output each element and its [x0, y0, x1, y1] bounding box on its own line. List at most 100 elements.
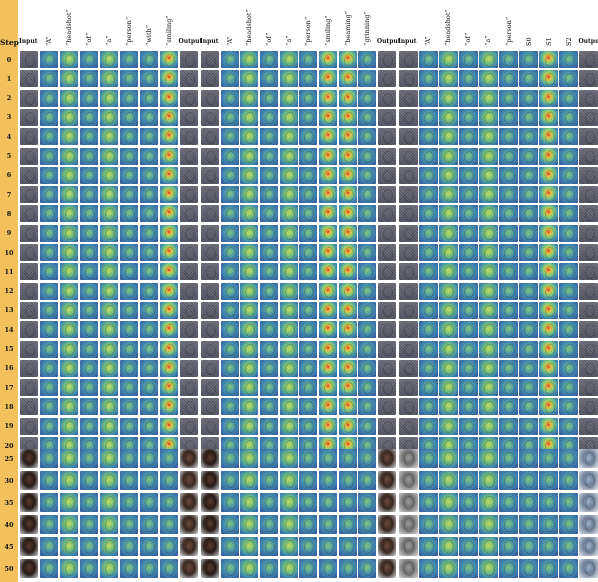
attention-map — [59, 166, 79, 184]
attention-map — [439, 471, 458, 490]
attention-map — [299, 379, 318, 397]
step-label: 15 — [4, 345, 14, 353]
attention-map — [39, 147, 59, 165]
attention-map — [240, 166, 259, 184]
attention-map — [39, 359, 59, 377]
attention-map — [419, 205, 438, 223]
attention-map — [519, 108, 538, 126]
attention-map — [159, 282, 179, 300]
attention-map — [338, 449, 357, 468]
attention-map — [79, 379, 99, 397]
attention-map — [39, 244, 59, 261]
step-label: 8 — [6, 209, 12, 218]
attention-map — [419, 166, 438, 184]
attention-map — [279, 515, 298, 534]
attention-map — [220, 147, 239, 165]
attention-map — [338, 417, 357, 435]
attention-map — [139, 244, 159, 261]
input-image — [399, 301, 418, 319]
attention-map — [139, 379, 159, 397]
output-image — [377, 559, 396, 578]
input-image — [201, 166, 220, 184]
attention-map — [358, 70, 377, 88]
output-image — [579, 224, 598, 242]
attention-map — [559, 166, 578, 184]
attention-map — [459, 398, 478, 416]
attention-map — [259, 398, 279, 416]
attention-map — [559, 359, 578, 377]
attention-map — [159, 301, 179, 319]
output-image — [579, 51, 598, 68]
attention-map — [499, 205, 518, 223]
attention-map — [318, 471, 338, 490]
attention-map — [79, 263, 99, 281]
input-image — [399, 186, 418, 204]
attention-map — [79, 537, 99, 556]
attention-map — [459, 244, 478, 261]
attention-map — [459, 340, 478, 358]
column-header: Input — [19, 38, 38, 45]
attention-map — [119, 537, 139, 556]
attention-map — [358, 244, 377, 261]
attention-map — [358, 186, 377, 204]
attention-map — [279, 224, 298, 242]
attention-map — [240, 205, 259, 223]
attention-map — [119, 321, 139, 339]
attention-map — [79, 321, 99, 339]
step-label: 35 — [4, 498, 14, 507]
attention-map — [559, 224, 578, 242]
attention-map — [559, 537, 578, 556]
input-image — [20, 398, 39, 416]
attention-map — [259, 263, 279, 281]
attention-map — [439, 108, 458, 126]
attention-map — [220, 108, 239, 126]
attention-map — [479, 379, 498, 397]
attention-map — [59, 471, 79, 490]
attention-map — [259, 340, 279, 358]
attention-map — [358, 359, 377, 377]
attention-map — [358, 398, 377, 416]
attention-map — [539, 282, 558, 300]
attention-map — [358, 108, 377, 126]
attention-map — [499, 224, 518, 242]
input-image — [399, 244, 418, 261]
attention-map — [220, 379, 239, 397]
output-image — [179, 417, 198, 435]
attention-map — [99, 537, 119, 556]
attention-map — [459, 559, 478, 578]
attention-map — [338, 359, 357, 377]
attention-map — [159, 321, 179, 339]
output-image — [579, 417, 598, 435]
attention-map — [59, 263, 79, 281]
input-image — [201, 379, 220, 397]
attention-map — [259, 559, 279, 578]
input-image — [20, 51, 39, 68]
attention-map — [358, 340, 377, 358]
output-image — [377, 398, 396, 416]
attention-map — [559, 449, 578, 468]
attention-map — [479, 205, 498, 223]
output-image — [579, 166, 598, 184]
attention-map — [459, 89, 478, 107]
attention-map — [99, 359, 119, 377]
column-header: “headshot” — [65, 9, 74, 46]
attention-map — [79, 166, 99, 184]
attention-map — [39, 89, 59, 107]
attention-map — [159, 51, 179, 68]
attention-map — [220, 449, 239, 468]
attention-map — [299, 340, 318, 358]
attention-map — [240, 515, 259, 534]
attention-map — [279, 379, 298, 397]
attention-map — [358, 147, 377, 165]
output-image — [579, 379, 598, 397]
attention-map — [59, 379, 79, 397]
attention-map — [519, 359, 538, 377]
attention-map — [259, 128, 279, 146]
attention-map — [39, 537, 59, 556]
attention-panel-3: Input “A” “headshot” “of” “a” “person” S0 S1 S2 O… — [398, 0, 598, 582]
output-image — [179, 493, 198, 512]
attention-map — [99, 108, 119, 126]
output-image — [377, 89, 396, 107]
attention-map — [279, 398, 298, 416]
attention-map — [220, 70, 239, 88]
